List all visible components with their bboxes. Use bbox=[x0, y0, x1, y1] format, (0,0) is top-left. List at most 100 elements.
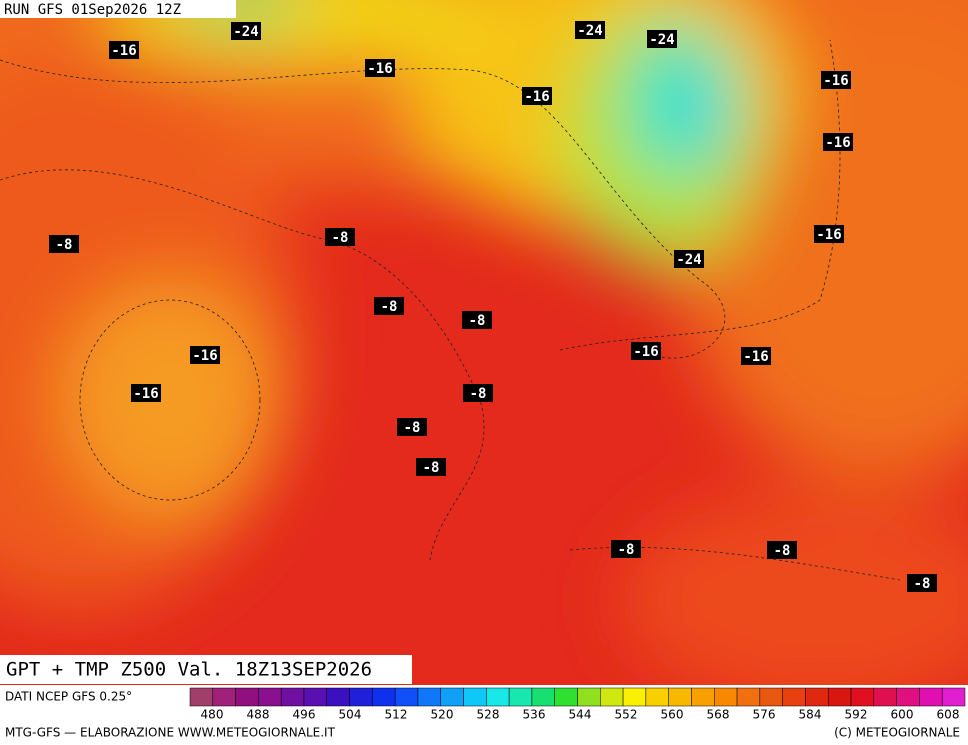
copyright: (C) METEOGIORNALE bbox=[834, 726, 960, 740]
colorbar-tick-label: 600 bbox=[891, 708, 914, 722]
label-box bbox=[575, 21, 605, 39]
colorbar-tick-label: 568 bbox=[707, 708, 730, 722]
color-swatch bbox=[394, 687, 419, 707]
label-box bbox=[462, 311, 492, 329]
contour-label: -8 bbox=[423, 460, 440, 476]
label-box bbox=[674, 250, 704, 268]
contour-label: -8 bbox=[381, 299, 398, 315]
contour-label: -8 bbox=[332, 230, 349, 246]
label-box bbox=[821, 71, 851, 89]
contour-label: -8 bbox=[774, 543, 791, 559]
colorbar-tick-label: 504 bbox=[339, 708, 362, 722]
credit: MTG-GFS — ELABORAZIONE WWW.METEOGIORNALE… bbox=[5, 726, 336, 740]
label-box bbox=[814, 225, 844, 243]
colorbar-tick-label: 552 bbox=[615, 708, 638, 722]
map-title: GPT + TMP Z500 Val. 18Z13SEP2026 bbox=[6, 659, 372, 681]
color-swatch bbox=[326, 687, 350, 707]
contour-label: -24 bbox=[233, 24, 258, 40]
color-swatch bbox=[850, 687, 875, 707]
colorbar-tick-label: 576 bbox=[753, 708, 776, 722]
label-box bbox=[823, 133, 853, 151]
color-swatch bbox=[280, 687, 305, 707]
label-box bbox=[416, 458, 446, 476]
color-swatch bbox=[258, 687, 282, 707]
contour-label: -16 bbox=[816, 227, 841, 243]
label-box bbox=[647, 30, 677, 48]
colorbar-tick-label: 560 bbox=[661, 708, 684, 722]
contour-label: -16 bbox=[524, 89, 549, 105]
colorbar-tick-label: 480 bbox=[201, 708, 224, 722]
colorbar-tick-label: 536 bbox=[523, 708, 546, 722]
color-swatch bbox=[577, 687, 601, 707]
colorbar-tick-label: 608 bbox=[937, 708, 960, 722]
color-swatch bbox=[736, 687, 761, 707]
colorbar-tick-label: 520 bbox=[431, 708, 454, 722]
color-swatch bbox=[622, 687, 647, 707]
label-box bbox=[741, 347, 771, 365]
color-swatch bbox=[531, 687, 555, 707]
colorbar-tick-label: 528 bbox=[477, 708, 500, 722]
color-swatch bbox=[189, 687, 214, 707]
colorbar-tick-label: 544 bbox=[569, 708, 592, 722]
label-box bbox=[611, 540, 641, 558]
title-box bbox=[0, 655, 412, 684]
color-swatch bbox=[212, 687, 236, 707]
label-box bbox=[49, 235, 79, 253]
color-swatch bbox=[463, 687, 487, 707]
label-box bbox=[109, 41, 139, 59]
color-swatch bbox=[668, 687, 692, 707]
color-swatch bbox=[235, 687, 259, 707]
colorbar-tick-label: 592 bbox=[845, 708, 868, 722]
label-box bbox=[631, 342, 661, 360]
color-swatch bbox=[417, 687, 441, 707]
run-box bbox=[0, 0, 236, 18]
colorbar-tick-label: 584 bbox=[799, 708, 822, 722]
contour-label: -16 bbox=[743, 349, 768, 365]
colorbar-tick-label: 488 bbox=[247, 708, 270, 722]
color-swatch bbox=[372, 687, 396, 707]
color-swatch bbox=[303, 687, 328, 707]
color-swatch bbox=[941, 687, 966, 707]
source-label: DATI NCEP GFS 0.25° bbox=[5, 690, 132, 704]
color-swatch bbox=[486, 687, 510, 707]
contour-label: -8 bbox=[914, 576, 931, 592]
color-swatch bbox=[691, 687, 715, 707]
contour-label: -16 bbox=[823, 73, 848, 89]
label-box bbox=[907, 574, 937, 592]
label-box bbox=[463, 384, 493, 402]
color-swatch bbox=[873, 687, 897, 707]
color-swatch bbox=[759, 687, 783, 707]
color-swatch bbox=[440, 687, 464, 707]
color-swatch bbox=[714, 687, 738, 707]
color-swatch bbox=[508, 687, 533, 707]
contour-label: -24 bbox=[676, 252, 701, 268]
contour-label: -16 bbox=[825, 135, 850, 151]
contour-label: -24 bbox=[577, 23, 602, 39]
contour-label: -16 bbox=[367, 61, 392, 77]
contour-label: -16 bbox=[633, 344, 658, 360]
label-box bbox=[231, 22, 261, 40]
color-swatch bbox=[919, 687, 943, 707]
colorbar: 480 488 496 504 512 520 528 536 544 552 560 568 576 5… bbox=[189, 687, 966, 722]
contour-label: -24 bbox=[649, 32, 674, 48]
run-label: RUN GFS 01Sep2026 12Z bbox=[4, 2, 181, 18]
contour-label: -16 bbox=[133, 386, 158, 402]
color-swatch bbox=[805, 687, 829, 707]
label-box bbox=[325, 228, 355, 246]
color-swatch bbox=[782, 687, 806, 707]
colorbar-tick-label: 512 bbox=[385, 708, 408, 722]
label-box bbox=[397, 418, 427, 436]
label-box bbox=[190, 346, 220, 364]
map-field bbox=[0, 0, 968, 685]
label-box bbox=[131, 384, 161, 402]
label-box bbox=[522, 87, 552, 105]
color-swatch bbox=[896, 687, 920, 707]
contour-label: -8 bbox=[618, 542, 635, 558]
label-box bbox=[365, 59, 395, 77]
contour-label: -8 bbox=[404, 420, 421, 436]
contour-label: -8 bbox=[56, 237, 73, 253]
color-swatch bbox=[600, 687, 624, 707]
contour-labels: -24 -24 -24 -24 -16 -16 -16 -16 -16 -16 -16 -16 -16 -… bbox=[49, 21, 937, 592]
label-box bbox=[767, 541, 797, 559]
contour-label: -8 bbox=[470, 386, 487, 402]
